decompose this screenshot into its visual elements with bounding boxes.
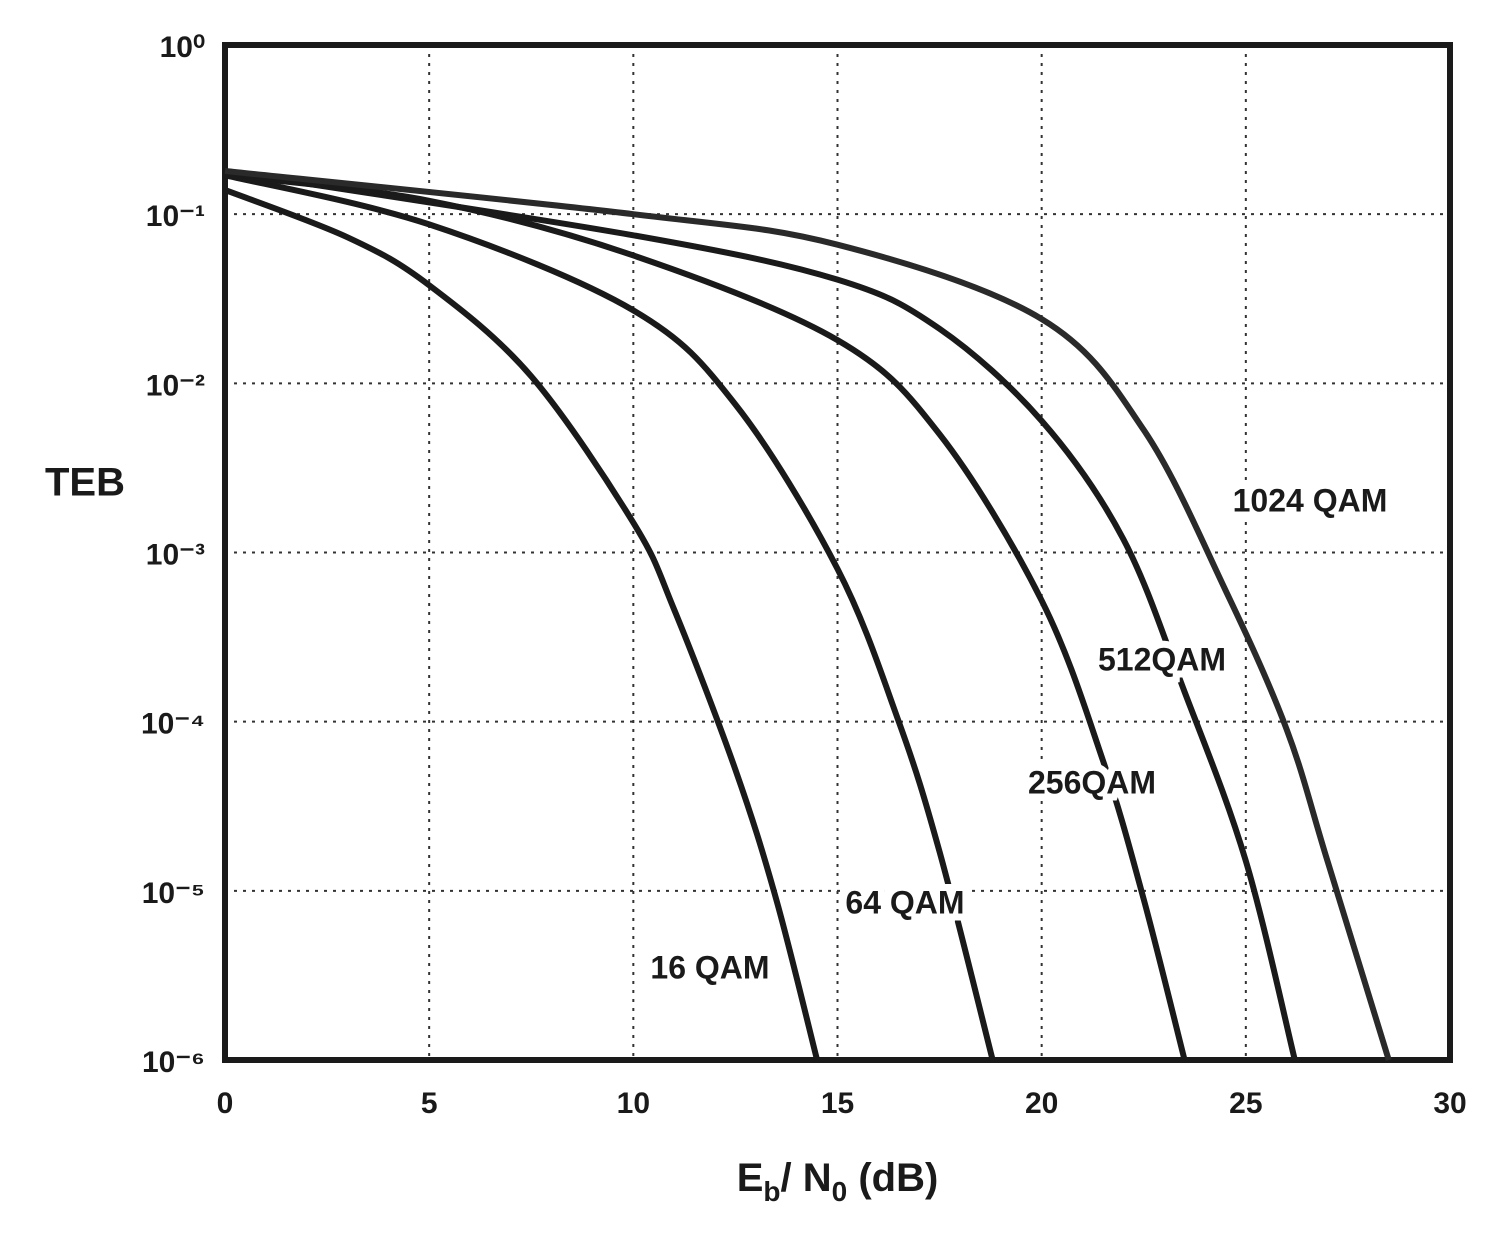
y-tick-label: 10⁻⁵	[142, 877, 205, 910]
x-tick-label: 25	[1229, 1087, 1262, 1120]
x-tick-label: 5	[421, 1087, 438, 1120]
x-axis-label-part: (dB)	[847, 1156, 938, 1200]
x-tick-label: 0	[217, 1087, 234, 1120]
curve-label: 512QAM	[1098, 641, 1226, 677]
ber-curve	[224, 172, 996, 1061]
y-tick-label: 10⁻⁶	[142, 1046, 205, 1079]
curve-label: 16 QAM	[650, 949, 769, 985]
curve-label: 1024 QAM	[1233, 482, 1388, 518]
y-axis-label: TEB	[45, 461, 125, 505]
y-tick-label: 10⁻²	[146, 369, 205, 402]
x-axis-label-part: 0	[832, 1176, 848, 1207]
ber-curve	[224, 167, 1392, 1061]
x-axis-label-part: E	[737, 1156, 764, 1200]
y-tick-label: 10⁰	[160, 31, 205, 64]
y-tick-label: 10⁻⁴	[141, 708, 205, 741]
x-tick-label: 10	[617, 1087, 650, 1120]
ber-curve	[223, 187, 820, 1061]
curve-label: 256QAM	[1028, 764, 1156, 800]
plot-frame	[222, 42, 1453, 1063]
x-tick-label: 20	[1025, 1087, 1058, 1120]
x-axis-label-part: b	[763, 1176, 780, 1207]
x-tick-label: 15	[821, 1087, 854, 1120]
y-tick-label: 10⁻¹	[146, 200, 205, 233]
x-axis-label: Eb/ N0 (dB)	[737, 1156, 939, 1208]
x-axis-label-part: / N	[781, 1156, 832, 1200]
ber-curve	[224, 172, 1188, 1061]
y-tick-label: 10⁻³	[146, 538, 205, 571]
curve-label: 64 QAM	[845, 884, 964, 920]
ber-curve	[224, 168, 1298, 1061]
x-tick-label: 30	[1433, 1087, 1466, 1120]
